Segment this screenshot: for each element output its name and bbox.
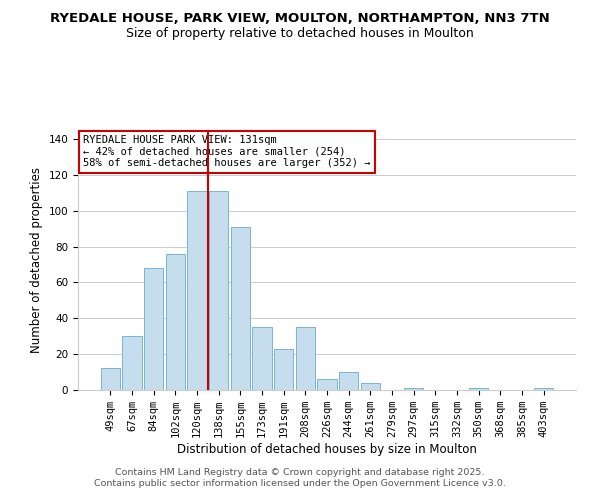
Bar [101,368,120,390]
Text: RYEDALE HOUSE PARK VIEW: 131sqm
← 42% of detached houses are smaller (254)
58% o: RYEDALE HOUSE PARK VIEW: 131sqm ← 42% of… [83,135,370,168]
Bar [296,327,315,390]
Bar [252,327,272,390]
Text: Contains HM Land Registry data © Crown copyright and database right 2025.
Contai: Contains HM Land Registry data © Crown c… [94,468,506,487]
Bar [230,227,250,390]
Bar [404,388,424,390]
Text: Size of property relative to detached houses in Moulton: Size of property relative to detached ho… [126,28,474,40]
Bar [209,191,229,390]
X-axis label: Distribution of detached houses by size in Moulton: Distribution of detached houses by size … [177,443,477,456]
Bar [361,383,380,390]
Text: RYEDALE HOUSE, PARK VIEW, MOULTON, NORTHAMPTON, NN3 7TN: RYEDALE HOUSE, PARK VIEW, MOULTON, NORTH… [50,12,550,26]
Y-axis label: Number of detached properties: Number of detached properties [30,167,43,353]
Bar [274,349,293,390]
Bar [122,336,142,390]
Bar [317,379,337,390]
Bar [469,388,488,390]
Bar [534,388,553,390]
Bar [166,254,185,390]
Bar [339,372,358,390]
Bar [144,268,163,390]
Bar [187,191,207,390]
